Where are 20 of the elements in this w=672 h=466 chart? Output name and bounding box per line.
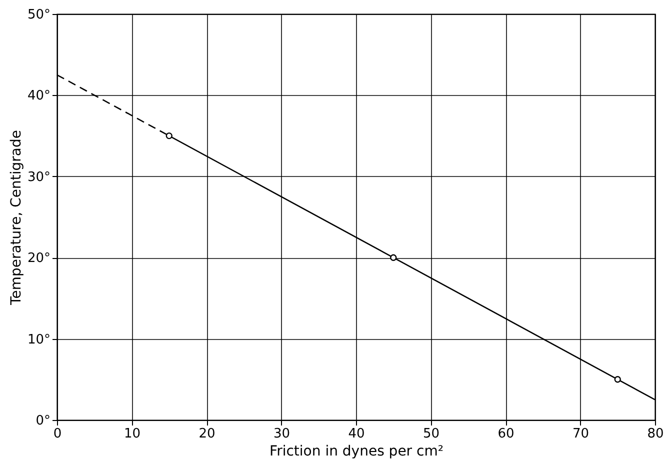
x-tick-label: 80 xyxy=(647,426,664,442)
x-tick-label: 70 xyxy=(572,426,590,442)
y-tick-label: 40° xyxy=(27,88,50,104)
point xyxy=(390,254,397,261)
x-tick-label: 60 xyxy=(498,426,514,442)
x-tick-label: 10 xyxy=(124,426,141,442)
y-tick-label: 0° xyxy=(36,414,50,428)
x-tick-label: 30 xyxy=(273,426,290,442)
x-tick-label: 40 xyxy=(348,426,365,442)
y-tick-label: 50° xyxy=(27,8,50,22)
x-tick-label: 20 xyxy=(198,426,216,442)
point xyxy=(614,376,621,383)
x-axis-title: Friction in dynes per cm² xyxy=(270,444,444,460)
x-tick-label: 50 xyxy=(422,426,440,442)
y-tick-label: 20° xyxy=(27,251,50,266)
x-tick-label: 0 xyxy=(53,426,62,442)
point xyxy=(166,132,172,140)
y-tick-label: 30° xyxy=(27,170,50,185)
y-axis-title: Temperature, Centigrade xyxy=(8,130,24,306)
y-tick-label: 10° xyxy=(27,332,50,348)
